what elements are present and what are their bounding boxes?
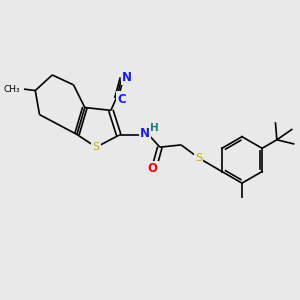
Text: O: O bbox=[148, 163, 158, 176]
Text: S: S bbox=[93, 142, 100, 152]
Text: C: C bbox=[117, 92, 126, 106]
Text: N: N bbox=[122, 71, 132, 84]
Text: CH₃: CH₃ bbox=[3, 85, 20, 94]
Text: S: S bbox=[195, 153, 202, 163]
Text: N: N bbox=[140, 128, 150, 140]
Text: H: H bbox=[150, 123, 159, 133]
